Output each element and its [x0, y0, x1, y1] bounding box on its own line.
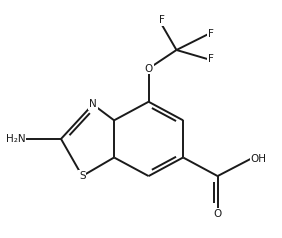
Text: H₂N: H₂N [6, 134, 25, 144]
Text: N: N [89, 99, 97, 109]
Text: O: O [213, 209, 222, 219]
Text: O: O [144, 64, 153, 74]
Text: F: F [208, 29, 214, 39]
Text: S: S [79, 171, 85, 181]
Text: OH: OH [251, 154, 267, 164]
Text: F: F [208, 54, 214, 64]
Text: F: F [159, 15, 165, 25]
